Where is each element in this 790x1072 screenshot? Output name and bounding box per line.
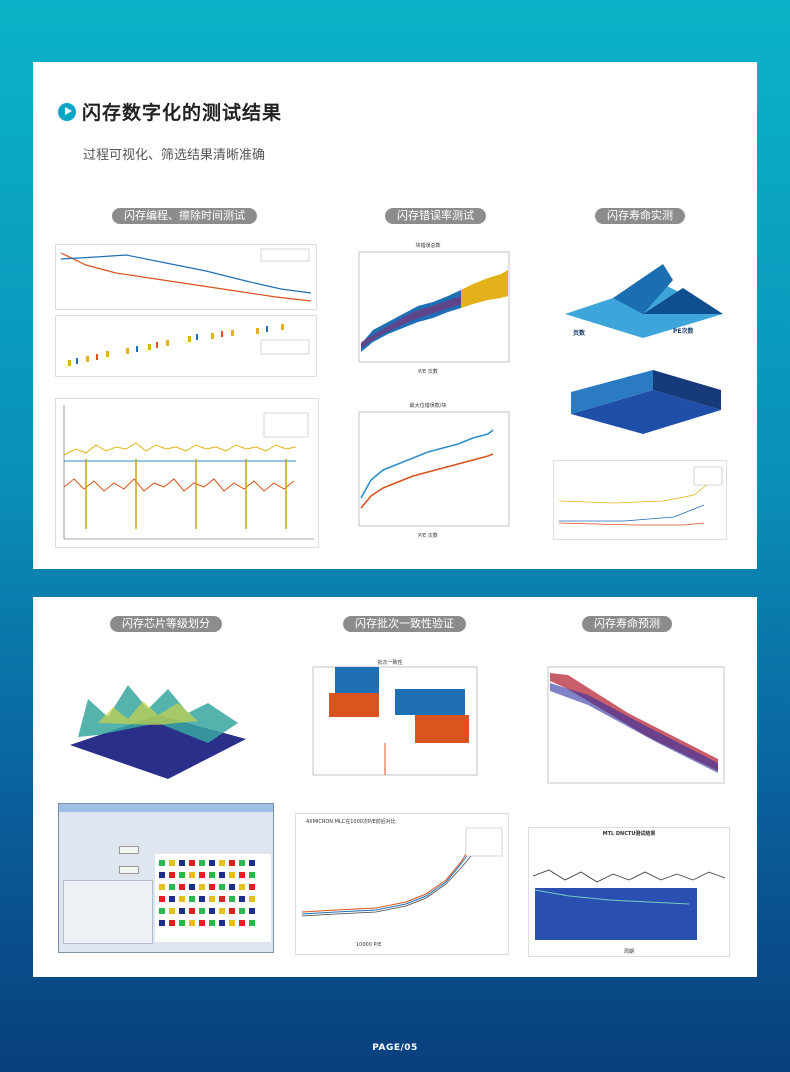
max-error-svg <box>358 411 510 527</box>
vlc-svg <box>301 827 503 917</box>
chart-lot-title: 批次一致性 <box>377 660 403 666</box>
window-button-1[interactable] <box>119 846 139 854</box>
chart-program-time <box>55 244 317 310</box>
axis-label-pages: 页数 <box>573 330 586 337</box>
chart-ldpc-xlabel: 周期 <box>623 949 634 955</box>
chart-life-3d-2 <box>553 362 725 440</box>
lot-svg <box>312 666 478 776</box>
chart-life-pred <box>528 663 728 791</box>
window-button-2[interactable] <box>119 866 139 874</box>
label-error-rate: 闪存错误率测试 <box>385 208 486 224</box>
page-title: 闪存数字化的测试结果 <box>82 102 283 124</box>
grading-svg <box>70 685 246 779</box>
label-life-prediction: 闪存寿命预测 <box>582 616 672 632</box>
chart-erase-time <box>55 398 319 548</box>
ldpc-svg <box>532 869 726 940</box>
chart-life-3d: 页数 PE次数 <box>553 254 725 342</box>
grade-grid <box>155 854 271 942</box>
step-marks <box>68 324 284 366</box>
page-subtitle: 过程可视化、筛选结果清晰准确 <box>83 148 266 163</box>
label-chip-grading: 闪存芯片等级划分 <box>110 616 222 632</box>
chart-max-error-xlabel: P/E 次数 <box>418 533 438 539</box>
series-program-line <box>60 254 312 294</box>
grade-grid-svg <box>159 860 255 926</box>
chart-life-trend <box>553 460 727 540</box>
chart-error-total: 块错误总数 P/E 次数 <box>343 242 513 378</box>
chart-ldpc-title: MTL DNCTU测试结果 <box>602 831 656 837</box>
chart-error-total-title: 块错误总数 <box>415 243 441 249</box>
label-life-measured: 闪存寿命实测 <box>595 208 685 224</box>
series-erase-line <box>60 252 312 302</box>
chart-vlc: 4XMICRON MLC在1000次P/E前后对比 10000 P/E <box>295 813 509 955</box>
axis-label-pe: PE次数 <box>673 328 694 335</box>
window-sidebar-panel <box>63 880 153 944</box>
label-lot-consistency: 闪存批次一致性验证 <box>343 616 466 632</box>
chart-chip-grading-3d <box>58 663 248 785</box>
play-icon <box>58 102 76 121</box>
step-svg <box>68 324 310 366</box>
erase-svg <box>63 405 314 540</box>
error-total-svg <box>358 251 510 363</box>
panel-test-results: 闪存数字化的测试结果 过程可视化、筛选结果清晰准确 闪存编程、擦除时间测试 闪存… <box>33 62 757 569</box>
grading-app-window <box>58 803 274 953</box>
chart-error-total-xlabel: P/E 次数 <box>418 369 438 375</box>
life-3d-2-svg <box>571 370 721 434</box>
grade-cells <box>159 860 255 926</box>
chart-vlc-xlabel: 10000 P/E <box>356 942 382 948</box>
chart-max-error-title: 最大位错误数/块 <box>409 403 447 409</box>
legend-box <box>260 248 310 262</box>
life-pred-svg <box>547 666 725 784</box>
chart-ldpc: MTL DNCTU测试结果 周期 <box>528 827 730 957</box>
life-trend-svg <box>558 466 723 526</box>
chart-lot-consistency: 批次一致性 <box>295 659 485 787</box>
chart-step-time <box>55 315 317 377</box>
label-program-erase-time: 闪存编程、擦除时间测试 <box>112 208 257 224</box>
life-3d-svg <box>565 264 723 338</box>
program-time-svg <box>60 248 312 302</box>
chart-vlc-title: 4XMICRON MLC在1000次P/E前后对比 <box>306 819 396 825</box>
section-title-row: 闪存数字化的测试结果 <box>58 98 282 125</box>
page-number: PAGE/05 <box>372 1043 418 1053</box>
chart-max-error: 最大位错误数/块 P/E 次数 <box>343 402 513 540</box>
panel-life-prediction: 闪存芯片等级划分 闪存批次一致性验证 闪存寿命预测 <box>33 597 757 977</box>
window-titlebar <box>59 804 273 812</box>
